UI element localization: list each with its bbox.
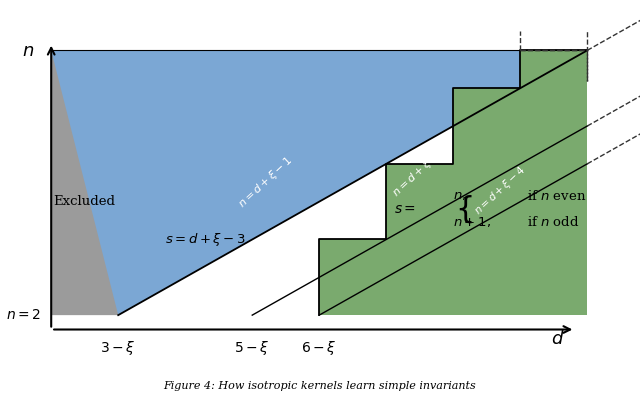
Text: Figure 4: How isotropic kernels learn simple invariants: Figure 4: How isotropic kernels learn si… [164,381,476,391]
Text: if $n$ even: if $n$ even [527,189,586,203]
Text: if $n$ odd: if $n$ odd [527,215,580,230]
Text: $d$: $d$ [552,330,565,347]
Text: $n=d+\xi-1$: $n=d+\xi-1$ [236,154,296,211]
Polygon shape [51,50,588,315]
Polygon shape [319,50,588,315]
Text: $n=2$: $n=2$ [6,308,41,322]
Text: $n=d+\xi-3$: $n=d+\xi-3$ [390,143,450,200]
Text: $n+1,$: $n+1,$ [453,215,492,230]
Text: $\{$: $\{$ [454,193,472,225]
Text: $n,$: $n,$ [453,189,467,202]
Text: $n=d+\xi-4$: $n=d+\xi-4$ [472,163,529,218]
Text: $n$: $n$ [22,42,34,60]
Polygon shape [51,50,588,315]
Text: Excluded: Excluded [54,195,116,208]
Text: $s = d + \xi - 3$: $s = d + \xi - 3$ [165,231,246,248]
Text: $s=$: $s=$ [394,202,417,216]
